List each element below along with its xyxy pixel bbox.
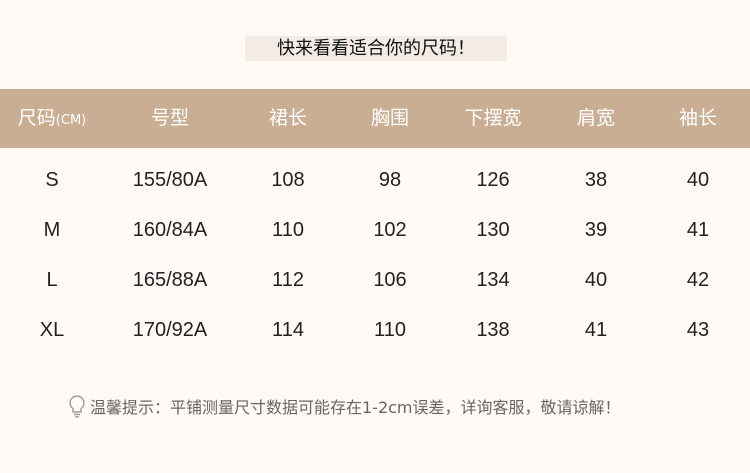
header-label: 袖长 bbox=[678, 107, 718, 129]
column-header: 肩宽 bbox=[577, 89, 615, 148]
table-cell: 160/84A bbox=[132, 219, 208, 241]
column-header: 号型 bbox=[151, 89, 189, 148]
header-label: 尺码 bbox=[17, 107, 56, 129]
table-row: L 165/88A 112 106 134 40 42 bbox=[0, 255, 750, 305]
table-cell: 39 bbox=[584, 219, 608, 241]
table-cell: 126 bbox=[476, 169, 510, 191]
column-header: 胸围 bbox=[371, 89, 409, 148]
page-title: 快来看看适合你的尺码！ bbox=[245, 36, 507, 61]
table-cell: 106 bbox=[373, 269, 407, 291]
table-cell: 38 bbox=[584, 169, 608, 191]
table-cell: 40 bbox=[686, 169, 710, 191]
table-cell: 42 bbox=[686, 269, 710, 291]
table-cell: 170/92A bbox=[132, 319, 208, 341]
table-cell: 134 bbox=[476, 269, 510, 291]
tip-text: 温馨提示：平铺测量尺寸数据可能存在1-2cm误差，详询客服，敬请谅解！ bbox=[90, 398, 621, 417]
header-label: 胸围 bbox=[370, 107, 410, 129]
tip-note: 温馨提示：平铺测量尺寸数据可能存在1-2cm误差，详询客服，敬请谅解！ bbox=[68, 393, 621, 419]
table-cell: 112 bbox=[272, 269, 304, 291]
table-row: M 160/84A 110 102 130 39 41 bbox=[0, 205, 750, 255]
table-cell: S bbox=[45, 169, 59, 191]
table-cell: 155/80A bbox=[132, 169, 208, 191]
header-unit: (CM) bbox=[55, 113, 87, 128]
table-row: XL 170/92A 114 110 138 41 43 bbox=[0, 305, 750, 355]
table-cell: 98 bbox=[378, 169, 402, 191]
table-cell: 165/88A bbox=[132, 269, 208, 291]
column-header: 裙长 bbox=[269, 89, 307, 148]
table-cell: 138 bbox=[476, 319, 510, 341]
table-cell: 43 bbox=[686, 319, 710, 341]
header-label: 号型 bbox=[150, 107, 190, 129]
table-cell: 110 bbox=[374, 319, 406, 341]
table-cell: 110 bbox=[272, 219, 304, 241]
table-cell: XL bbox=[39, 319, 65, 341]
table-cell: M bbox=[43, 219, 61, 241]
table-cell: 40 bbox=[584, 269, 608, 291]
table-row: S 155/80A 108 98 126 38 40 bbox=[0, 155, 750, 205]
column-header: 袖长 bbox=[679, 89, 717, 148]
lightbulb-icon bbox=[69, 395, 85, 418]
table-cell: 41 bbox=[686, 219, 710, 241]
table-cell: 108 bbox=[271, 169, 305, 191]
table-header: 尺码(CM) 号型 裙长 胸围 下摆宽 肩宽 袖长 bbox=[0, 89, 750, 148]
table-cell: L bbox=[46, 269, 58, 291]
table-cell: 41 bbox=[584, 319, 608, 341]
table-cell: 114 bbox=[272, 319, 304, 341]
header-label: 下摆宽 bbox=[464, 107, 522, 129]
header-label: 裙长 bbox=[268, 107, 308, 129]
table-cell: 102 bbox=[373, 219, 407, 241]
header-label: 肩宽 bbox=[576, 107, 616, 129]
column-header: 下摆宽 bbox=[464, 89, 521, 148]
column-header: 尺码(CM) bbox=[18, 89, 86, 150]
table-cell: 130 bbox=[476, 219, 510, 241]
